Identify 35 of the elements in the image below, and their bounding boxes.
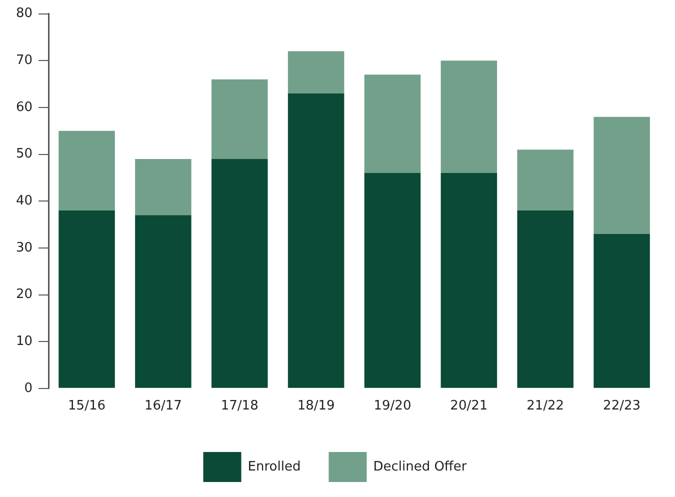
bar [517,150,574,210]
y-tick-label: 20 [16,287,33,302]
bar [58,130,115,210]
bar [594,116,650,234]
y-tick-label: 30 [16,240,33,256]
y-tick-label: 0 [24,380,33,396]
y-tick-label: 40 [16,193,33,208]
x-tick-label: 18/19 [297,398,335,414]
bar [440,60,498,174]
y-tick-label: 10 [16,334,33,349]
bar [211,158,268,388]
bar [135,158,192,216]
y-tick-label: 50 [16,146,33,162]
x-tick-label: 16/17 [144,398,182,414]
x-tick-label: 22/23 [603,398,641,414]
bar [58,210,115,388]
bar [211,79,268,159]
bar [517,210,574,388]
x-tick-label: 17/18 [220,398,258,414]
x-tick-label: 21/22 [526,398,564,414]
y-tick-label: 60 [16,100,33,115]
bar [364,173,421,388]
bar [135,215,192,388]
bar [364,74,421,174]
bar [594,234,650,388]
x-tick-label: 20/21 [450,398,488,414]
legend-label: Enrolled [248,459,301,474]
bar [288,51,344,94]
x-tick-label: 19/20 [374,398,412,414]
bar [440,173,498,388]
y-tick-label: 70 [16,53,33,68]
legend-label: Declined Offer [373,459,468,474]
bar [288,93,344,388]
y-tick-label: 80 [16,6,33,22]
x-tick-label: 15/16 [68,398,106,414]
